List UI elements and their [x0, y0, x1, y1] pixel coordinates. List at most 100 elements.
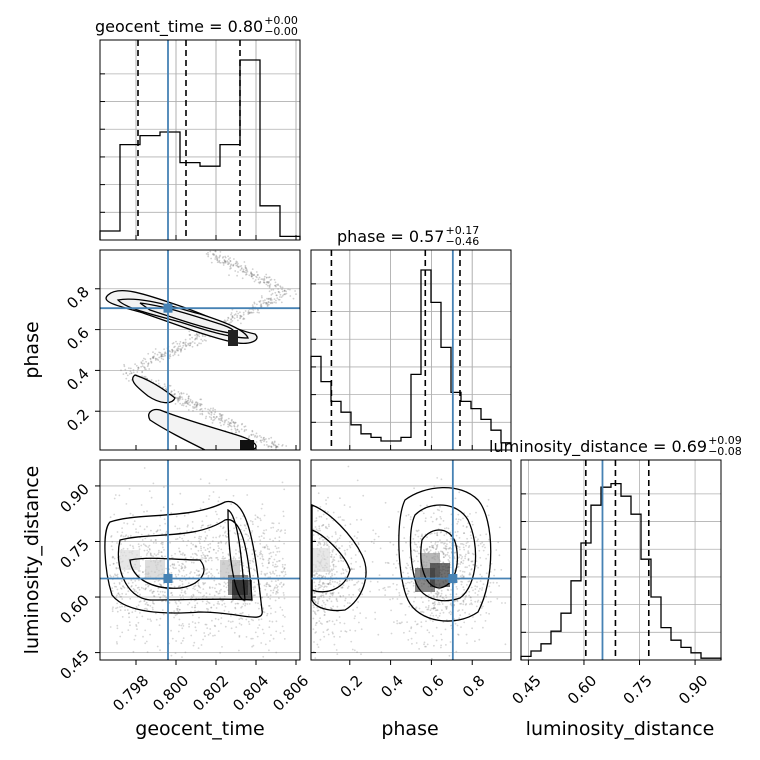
sample-point	[396, 622, 399, 625]
sample-point	[198, 573, 201, 576]
sample-point	[177, 610, 180, 613]
sample-point	[146, 549, 149, 552]
sample-point	[425, 620, 427, 623]
sample-point	[224, 261, 227, 264]
sample-point	[194, 337, 197, 340]
sample-point	[147, 604, 150, 607]
sample-point	[223, 259, 226, 262]
sample-point	[234, 262, 237, 265]
sample-point	[170, 391, 173, 394]
sample-point	[436, 532, 438, 535]
sample-point	[477, 599, 480, 602]
sample-point	[217, 592, 220, 595]
sample-point	[254, 514, 257, 517]
sample-point	[252, 311, 255, 314]
sample-point	[378, 574, 381, 576]
sample-point	[285, 292, 288, 295]
truth-layer	[100, 40, 604, 660]
sample-point	[178, 570, 181, 573]
sample-point	[182, 539, 185, 542]
sample-point	[465, 542, 468, 544]
sample-point	[220, 541, 223, 544]
sample-point	[263, 278, 266, 281]
sample-point	[324, 603, 327, 606]
sample-point	[460, 561, 463, 564]
sample-point	[348, 545, 351, 547]
sample-point	[186, 530, 188, 533]
sample-point	[330, 607, 332, 609]
sample-point	[141, 615, 144, 618]
sample-point	[257, 309, 259, 312]
sample-point	[185, 574, 188, 576]
sample-point	[251, 548, 254, 551]
panel-frame	[310, 249, 512, 451]
y-axis-label-phase: phase	[21, 321, 43, 378]
sample-point	[414, 632, 417, 634]
sample-point	[323, 582, 326, 585]
sample-point	[272, 572, 274, 574]
sample-point	[165, 567, 168, 570]
sample-point	[481, 589, 483, 591]
sample-point	[221, 416, 223, 419]
sample-point	[266, 572, 268, 575]
sample-point	[224, 260, 227, 262]
sample-point	[268, 276, 271, 279]
sample-point	[355, 561, 357, 563]
sample-point	[246, 494, 249, 496]
sample-point	[235, 552, 237, 555]
sample-point	[462, 517, 464, 520]
sample-point	[338, 547, 340, 549]
sample-point	[442, 552, 445, 555]
sample-point	[144, 583, 147, 586]
sample-point	[181, 553, 184, 556]
sample-point	[152, 600, 154, 603]
sample-point	[161, 353, 164, 356]
sample-point	[273, 301, 276, 304]
sample-point	[130, 372, 133, 375]
sample-point	[357, 543, 360, 546]
contour-line	[117, 519, 253, 601]
sample-point	[269, 283, 272, 286]
sample-point	[252, 644, 255, 647]
sample-point	[230, 318, 233, 320]
sample-point	[179, 551, 181, 553]
sample-point	[263, 514, 266, 517]
sample-point	[482, 583, 485, 586]
sample-point	[472, 616, 474, 618]
sample-point	[482, 605, 484, 608]
sample-point	[463, 532, 466, 534]
sample-point	[282, 515, 285, 518]
sample-point	[212, 491, 215, 493]
sample-point	[447, 551, 449, 554]
sample-point	[446, 588, 449, 591]
sample-point	[344, 599, 346, 602]
sample-point	[318, 596, 320, 598]
sample-point	[406, 592, 409, 595]
sample-point	[113, 582, 116, 585]
sample-point	[276, 574, 278, 577]
sample-point	[472, 553, 475, 556]
sample-point	[273, 298, 276, 300]
sample-point	[232, 421, 235, 423]
sample-point	[332, 564, 335, 567]
sample-point	[131, 581, 134, 584]
sample-point	[152, 357, 155, 359]
sample-point	[274, 284, 276, 287]
sample-point	[436, 663, 438, 665]
sample-point	[238, 636, 241, 638]
sample-point	[208, 593, 211, 596]
sample-point	[331, 574, 334, 577]
sample-point	[248, 603, 251, 605]
sample-point	[430, 516, 433, 518]
sample-point	[164, 354, 167, 357]
sample-point	[474, 536, 477, 538]
sample-point	[430, 657, 433, 660]
sample-point	[210, 412, 213, 414]
sample-point	[322, 513, 325, 516]
sample-point	[170, 512, 173, 514]
sample-point	[276, 446, 279, 448]
sample-point	[231, 320, 234, 322]
sample-point	[231, 600, 233, 603]
sample-point	[390, 632, 393, 635]
sample-point	[115, 596, 118, 599]
